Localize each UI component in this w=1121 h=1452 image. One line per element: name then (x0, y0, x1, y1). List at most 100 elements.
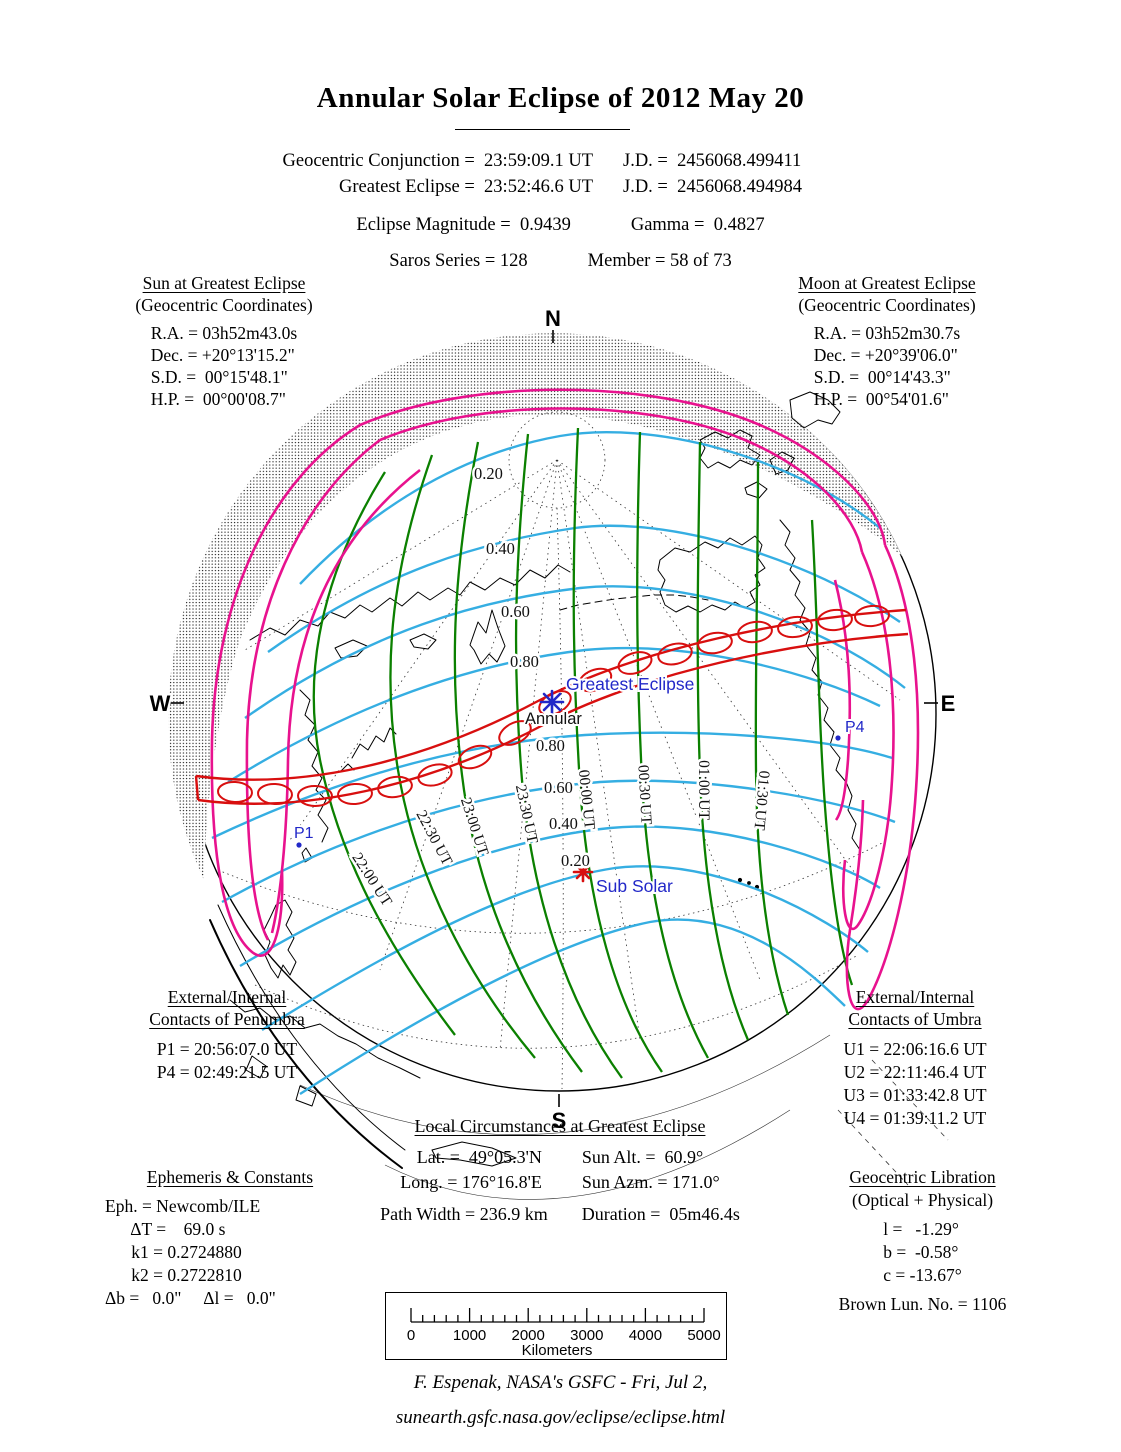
sun-ra: R.A. = 03h52m43.0s (150, 323, 298, 343)
night-shading (168, 333, 903, 880)
local-duration: Duration = 05m46.4s (581, 1204, 740, 1224)
moon-panel: Moon at Greatest Eclipse (Geocentric Coo… (762, 272, 1012, 410)
moon-dec: Dec. = +20°39'06.0" (813, 345, 958, 365)
greatest-eclipse-label: Greatest Eclipse (566, 674, 694, 694)
umbra-u2: U2 = 22:11:46.4 UT (843, 1062, 987, 1082)
local-lat: Lat. = 49°05.3'N (416, 1147, 542, 1167)
local-title: Local Circumstances at Greatest Eclipse (414, 1116, 706, 1136)
contour-label-lower-060: 0.60 (544, 778, 573, 797)
p1-point (296, 842, 302, 848)
p4-point (835, 735, 841, 741)
annular-label: Annular (525, 710, 582, 728)
compass-ticks (170, 330, 938, 1107)
scale-tick-5000: 5000 (687, 1327, 720, 1344)
local-sun-alt: Sun Alt. = 60.9° (581, 1147, 704, 1167)
compass-west-label: W (150, 691, 171, 716)
local-circumstances-panel: Local Circumstances at Greatest Eclipse … (330, 1116, 790, 1225)
compass-south-label: S (552, 1108, 567, 1133)
compass-north-label: N (545, 306, 561, 331)
contour-label-lower-040: 0.40 (549, 814, 578, 833)
ephemeris-eph: Eph. = Newcomb/ILE (105, 1196, 261, 1216)
umbra-contacts-panel: External/Internal Contacts of Umbra U1 =… (800, 986, 1030, 1130)
sun-panel: Sun at Greatest Eclipse (Geocentric Coor… (104, 272, 344, 410)
ut-label-0100: 01:00 UT (695, 760, 712, 820)
local-sun-azm: Sun Azm. = 171.0° (581, 1172, 720, 1192)
contour-label-lower-020: 0.20 (561, 851, 590, 870)
scale-bar: 0 1000 2000 3000 4000 5000 Kilometers (385, 1292, 727, 1360)
libration-b: b = -0.58° (883, 1242, 959, 1262)
moon-hp: H.P. = 00°54'01.6" (813, 389, 949, 409)
contour-label-upper-040: 0.40 (486, 539, 515, 558)
scale-tick-2000: 2000 (512, 1327, 545, 1344)
libration-c: c = -13.67° (883, 1265, 962, 1285)
contour-label-upper-020: 0.20 (474, 464, 503, 483)
saros-series: Saros Series = 128 (389, 251, 528, 271)
scale-tick-3000: 3000 (570, 1327, 603, 1344)
umbra-title-line2: Contacts of Umbra (848, 1009, 982, 1029)
libration-title: Geocentric Libration (849, 1167, 996, 1187)
ephemeris-dt: ΔT = 69.0 s (105, 1219, 226, 1239)
moon-panel-subtitle: (Geocentric Coordinates) (798, 295, 976, 315)
scale-tick-0: 0 (407, 1327, 415, 1344)
scale-tick-1000: 1000 (453, 1327, 486, 1344)
penumbra-limits (210, 388, 920, 1011)
saros-member: Member = 58 of 73 (587, 251, 732, 271)
sun-sd: S.D. = 00°15'48.1" (150, 367, 288, 387)
greatest-eclipse-row: Greatest Eclipse = 23:52:46.6 UT J.D. = … (0, 174, 1121, 200)
annular-path (194, 604, 909, 808)
scale-bar-ruler: 0 1000 2000 3000 4000 5000 Kilometers (407, 1308, 721, 1359)
umbra-u1: U1 = 22:06:16.6 UT (843, 1039, 987, 1059)
header-stats: Geocentric Conjunction = 23:59:09.1 UT J… (0, 148, 1121, 274)
graticule (217, 411, 949, 1200)
penumbra-p4: P4 = 02:49:21.5 UT (156, 1062, 298, 1082)
sun-hp: H.P. = 00°00'08.7" (150, 389, 286, 409)
sun-panel-title: Sun at Greatest Eclipse (142, 273, 306, 293)
contour-label-upper-080: 0.80 (510, 652, 539, 671)
ephemeris-db-dl: Δb = 0.0" Δl = 0.0" (105, 1288, 276, 1308)
p4-label: P4 (845, 719, 865, 736)
greatest-eclipse-marker (539, 689, 565, 715)
libration-subtitle: (Optical + Physical) (851, 1190, 994, 1210)
penumbra-title-line1: External/Internal (167, 987, 287, 1007)
penumbra-title-line2: Contacts of Penumbra (149, 1009, 305, 1029)
compass-east-label: E (941, 691, 956, 716)
ut-label-0030: 00:30 UT (634, 764, 654, 825)
moon-sd: S.D. = 00°14'43.3" (813, 367, 951, 387)
conjunction-row: Geocentric Conjunction = 23:59:09.1 UT J… (0, 148, 1121, 174)
magnitude-row: Eclipse Magnitude = 0.9439 Gamma = 0.482… (0, 212, 1121, 238)
ephemeris-k2: k2 = 0.2722810 (105, 1265, 242, 1285)
sun-dec: Dec. = +20°13'15.2" (150, 345, 295, 365)
coastlines (209, 391, 861, 1169)
scale-unit-label: Kilometers (522, 1342, 593, 1359)
sub-solar-label: Sub Solar (596, 876, 673, 896)
libration-panel: Geocentric Libration (Optical + Physical… (795, 1166, 1050, 1316)
scale-tick-4000: 4000 (629, 1327, 662, 1344)
ephemeris-k1: k1 = 0.2724880 (105, 1242, 242, 1262)
moon-panel-title: Moon at Greatest Eclipse (798, 273, 976, 293)
penumbra-p1: P1 = 20:56:07.0 UT (156, 1039, 298, 1059)
saros-row: Saros Series = 128 Member = 58 of 73 (0, 248, 1121, 274)
local-long: Long. = 176°16.8'E (400, 1172, 542, 1192)
website-line: sunearth.gsfc.nasa.gov/eclipse/eclipse.h… (395, 1407, 726, 1428)
libration-l: l = -1.29° (883, 1219, 959, 1239)
page-title: Annular Solar Eclipse of 2012 May 20 (316, 82, 805, 114)
conjunction-time: Geocentric Conjunction = 23:59:09.1 UT (282, 151, 594, 171)
scale-minor-ticks (422, 1315, 693, 1322)
ephemeris-title: Ephemeris & Constants (146, 1167, 314, 1187)
contour-label-upper-060: 0.60 (501, 602, 530, 621)
greatest-eclipse-jd: J.D. = 2456068.494984 (623, 177, 802, 197)
conjunction-jd: J.D. = 2456068.499411 (623, 151, 802, 171)
sub-solar-marker (572, 861, 594, 883)
title-underline (455, 129, 630, 130)
gamma: Gamma = 0.4827 (630, 215, 765, 235)
p1-label: P1 (294, 825, 314, 842)
penumbra-contacts-panel: External/Internal Contacts of Penumbra P… (112, 986, 342, 1084)
sun-panel-subtitle: (Geocentric Coordinates) (135, 295, 313, 315)
local-path-width: Path Width = 236.9 km (380, 1204, 548, 1224)
eclipse-magnitude: Eclipse Magnitude = 0.9439 (356, 215, 571, 235)
umbra-u3: U3 = 01:33:42.8 UT (843, 1085, 987, 1105)
moon-ra: R.A. = 03h52m30.7s (813, 323, 961, 343)
contour-label-lower-080: 0.80 (536, 736, 565, 755)
